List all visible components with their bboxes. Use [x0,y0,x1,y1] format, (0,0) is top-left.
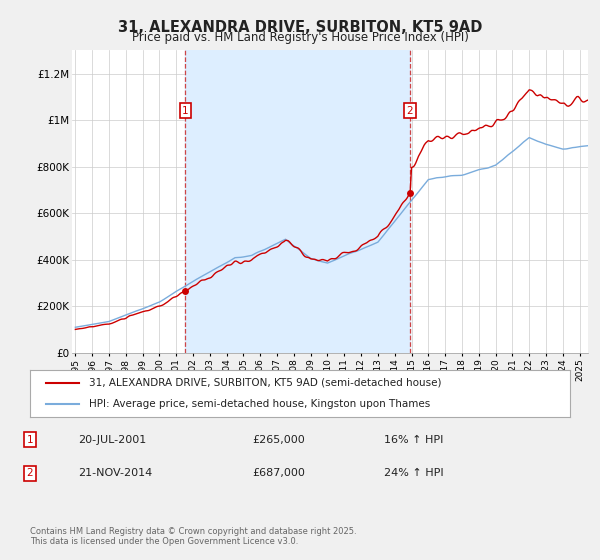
Text: £687,000: £687,000 [252,468,305,478]
Text: Contains HM Land Registry data © Crown copyright and database right 2025.
This d: Contains HM Land Registry data © Crown c… [30,526,356,546]
Text: 16% ↑ HPI: 16% ↑ HPI [384,435,443,445]
Text: 20-JUL-2001: 20-JUL-2001 [78,435,146,445]
Text: Price paid vs. HM Land Registry's House Price Index (HPI): Price paid vs. HM Land Registry's House … [131,31,469,44]
Text: HPI: Average price, semi-detached house, Kingston upon Thames: HPI: Average price, semi-detached house,… [89,399,431,409]
Text: 24% ↑ HPI: 24% ↑ HPI [384,468,443,478]
Bar [185,50,410,353]
Text: 2: 2 [406,106,413,116]
Text: 1: 1 [182,106,189,116]
Text: 21-NOV-2014: 21-NOV-2014 [78,468,152,478]
Text: 31, ALEXANDRA DRIVE, SURBITON, KT5 9AD: 31, ALEXANDRA DRIVE, SURBITON, KT5 9AD [118,20,482,35]
Text: 1: 1 [26,435,34,445]
Text: £265,000: £265,000 [252,435,305,445]
Text: 2: 2 [26,468,34,478]
Text: 31, ALEXANDRA DRIVE, SURBITON, KT5 9AD (semi-detached house): 31, ALEXANDRA DRIVE, SURBITON, KT5 9AD (… [89,378,442,388]
